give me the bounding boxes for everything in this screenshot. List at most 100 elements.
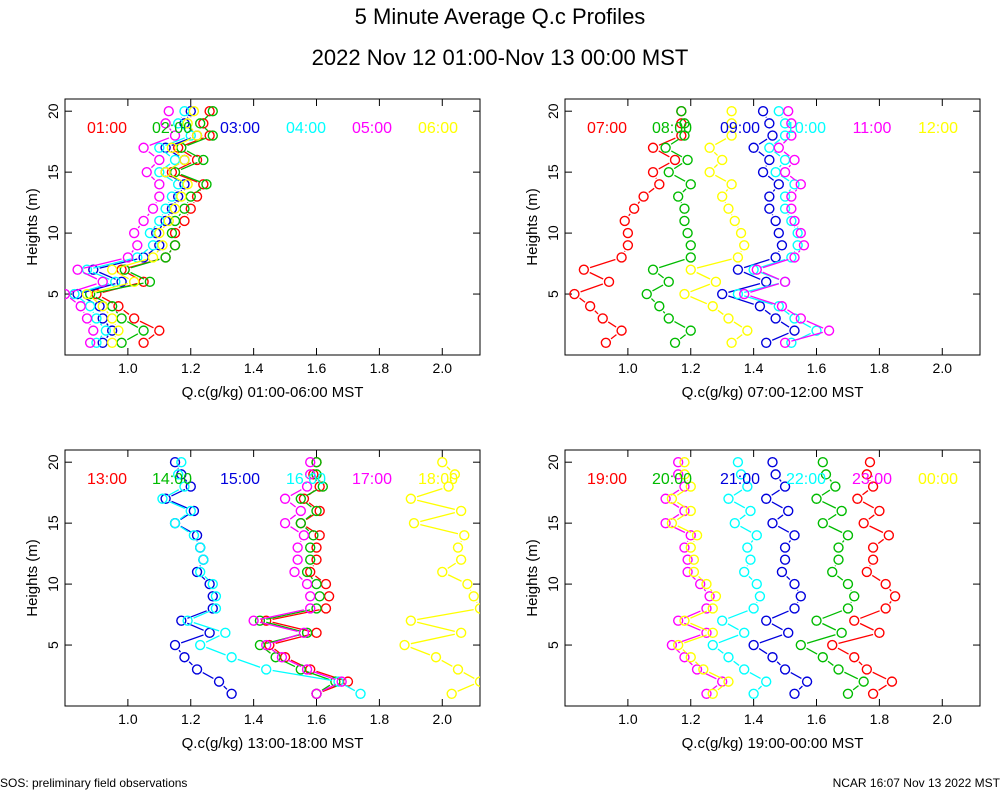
data-point: [723, 203, 734, 214]
series-line-segment: [206, 646, 226, 656]
data-point: [106, 264, 118, 275]
data-point: [685, 252, 696, 263]
data-point: [154, 240, 165, 251]
series-line-segment: [290, 526, 299, 533]
data-point: [672, 615, 684, 626]
series-line-segment: [869, 525, 884, 534]
series-line-segment: [852, 685, 859, 691]
series-16:00: [157, 456, 366, 700]
series-line-segment: [170, 174, 183, 182]
data-point: [685, 542, 696, 553]
data-point: [308, 530, 319, 541]
data-point: [128, 313, 140, 324]
data-point: [185, 105, 196, 117]
data-point: [748, 142, 759, 153]
data-point: [864, 456, 876, 468]
series-line-segment: [272, 609, 320, 621]
data-point: [100, 325, 112, 336]
legend-label: 09:00: [720, 120, 760, 137]
data-point: [779, 542, 791, 553]
data-point: [710, 591, 722, 602]
data-point: [160, 118, 171, 129]
data-point: [726, 130, 737, 141]
series-line-segment: [126, 321, 139, 329]
data-point: [188, 530, 200, 541]
series-line-segment: [827, 513, 837, 521]
data-point: [801, 676, 813, 687]
data-point: [789, 530, 800, 541]
series-line-segment: [204, 575, 209, 581]
data-point: [867, 688, 879, 700]
series-line-segment: [750, 283, 780, 293]
data-point: [789, 154, 800, 166]
legend-label: 06:00: [418, 120, 458, 137]
data-point: [97, 276, 108, 288]
data-point: [786, 215, 797, 227]
y-tick-label: 10: [545, 225, 561, 241]
series-line-segment: [178, 649, 182, 653]
data-point: [138, 337, 149, 349]
series-line-segment: [164, 151, 171, 157]
series-line-segment: [777, 525, 790, 533]
series-line-segment: [859, 622, 874, 631]
series-line-segment: [821, 489, 831, 496]
series-line-segment: [266, 621, 301, 632]
data-point: [817, 517, 829, 529]
data-point: [254, 615, 266, 626]
series-line-segment: [131, 250, 134, 253]
y-axis-label: Heights (m): [24, 188, 41, 266]
data-point: [619, 215, 630, 227]
data-point: [672, 639, 684, 651]
series-line-segment: [728, 610, 748, 619]
series-line-segment: [83, 258, 122, 269]
data-point: [194, 118, 206, 129]
x-tick-label: 1.4: [744, 711, 764, 727]
series-line-segment: [779, 164, 782, 168]
data-point: [185, 481, 196, 492]
x-tick-label: 1.0: [118, 360, 138, 376]
data-point: [355, 688, 366, 700]
legend-label: 16:00: [286, 471, 326, 488]
plot-area: [569, 105, 835, 349]
data-point: [147, 203, 159, 214]
series-line-segment: [844, 671, 859, 680]
series-line-segment: [91, 297, 98, 303]
data-point: [172, 469, 184, 480]
data-point: [455, 627, 467, 639]
data-point: [685, 652, 696, 663]
series-line-segment: [762, 258, 789, 269]
series-line-segment: [717, 309, 724, 315]
data-point: [836, 505, 847, 517]
data-point: [792, 227, 803, 239]
series-line-segment: [743, 295, 773, 306]
series-line-segment: [193, 610, 211, 619]
series-line-segment: [204, 127, 209, 132]
series-line-segment: [718, 634, 739, 644]
data-point: [408, 517, 420, 529]
data-point: [770, 215, 781, 227]
series-line-segment: [115, 310, 119, 314]
series-line-segment: [117, 272, 129, 280]
data-point: [279, 517, 291, 529]
x-tick-label: 1.6: [807, 360, 827, 376]
series-line-segment: [690, 283, 711, 293]
plot-frame: [564, 98, 981, 356]
series-line-segment: [717, 648, 724, 654]
data-point: [764, 154, 775, 166]
data-point: [84, 337, 96, 349]
data-point: [691, 664, 703, 675]
data-point: [446, 688, 457, 700]
y-tick-label: 10: [45, 576, 61, 592]
series-line-segment: [106, 310, 109, 314]
data-point: [660, 493, 671, 504]
series-line-segment: [771, 623, 783, 631]
data-point: [742, 325, 753, 336]
y-tick-label: 15: [45, 515, 61, 531]
data-point: [757, 105, 769, 117]
data-point: [600, 337, 612, 349]
legend-label: 12:00: [918, 120, 958, 137]
series-line-segment: [272, 634, 298, 644]
series-line-segment: [788, 540, 792, 543]
data-point: [704, 591, 715, 602]
series-line-segment: [709, 588, 713, 592]
